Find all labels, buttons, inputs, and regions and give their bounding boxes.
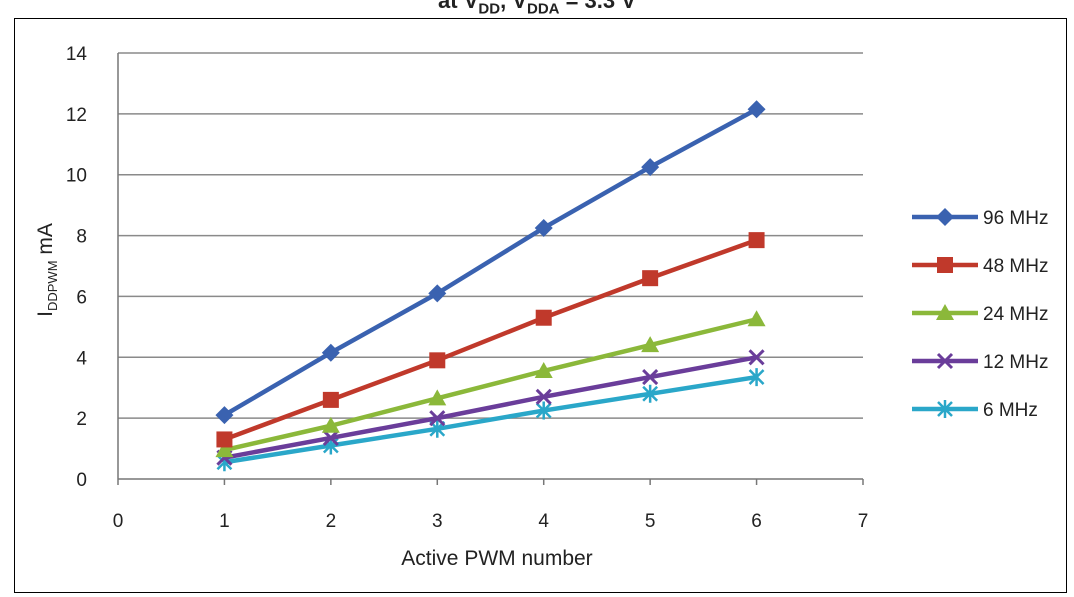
legend-item-48-mhz: 48 MHz: [912, 256, 1048, 277]
legend-marker-48-mhz: [937, 257, 953, 273]
series-24-mhz: [215, 310, 766, 458]
legend-marker-12-mhz: [936, 352, 954, 370]
data-point-12-mhz: [535, 388, 552, 405]
data-point-96-mhz: [215, 406, 234, 425]
legend: 96 MHz 48 MHz 24 MHz 12 MHz 6 MHz: [912, 208, 1048, 421]
data-point-48-mhz: [216, 431, 233, 448]
series-96-mhz: [215, 100, 766, 425]
x-tick-label: 1: [219, 511, 230, 532]
data-point-96-mhz: [428, 284, 447, 303]
data-point-24-mhz: [428, 389, 447, 406]
data-point-24-mhz: [321, 416, 340, 433]
legend-item-24-mhz: 24 MHz: [912, 304, 1048, 325]
data-point-48-mhz: [748, 232, 765, 249]
y-tick-label: 10: [66, 166, 87, 187]
data-point-48-mhz: [322, 391, 339, 408]
data-point-12-mhz: [322, 429, 339, 446]
legend-item-6-mhz: 6 MHz: [912, 400, 1038, 421]
series-12-mhz: [216, 349, 765, 466]
y-tick-label: 2: [76, 409, 87, 430]
grid-lines: [117, 52, 864, 485]
data-point-96-mhz: [321, 343, 340, 362]
data-point-6-mhz: [535, 401, 552, 420]
data-point-6-mhz: [642, 384, 659, 403]
x-tick-label: 4: [538, 511, 549, 532]
legend-marker-96-mhz: [936, 208, 954, 226]
series-line-24-mhz: [223, 317, 758, 453]
data-point-24-mhz: [215, 441, 234, 458]
y-axis-ticks: 0 2 4 6 8 10 12 14: [66, 44, 88, 491]
x-tick-label: 3: [432, 511, 443, 532]
data-point-96-mhz: [641, 158, 660, 177]
chart-title: at VDD, VDDA = 3.3 V: [438, 0, 636, 18]
y-tick-label: 0: [76, 470, 87, 491]
series-line-6-mhz: [224, 374, 757, 465]
data-point-48-mhz: [642, 270, 659, 287]
y-axis-label: IDDPWM mA: [34, 223, 60, 317]
data-point-24-mhz: [534, 361, 553, 378]
legend-label-24-mhz: 24 MHz: [983, 304, 1048, 325]
legend-label-12-mhz: 12 MHz: [983, 352, 1048, 373]
y-tick-label: 14: [66, 44, 88, 65]
data-point-24-mhz: [641, 336, 660, 353]
legend-marker-6-mhz: [937, 400, 953, 418]
data-point-6-mhz: [748, 368, 765, 387]
data-point-96-mhz: [747, 100, 766, 119]
y-tick-label: 4: [76, 348, 87, 369]
y-tick-label: 12: [66, 105, 87, 126]
data-point-48-mhz: [429, 352, 446, 369]
data-point-12-mhz: [642, 369, 659, 386]
legend-label-96-mhz: 96 MHz: [983, 208, 1048, 229]
data-point-48-mhz: [535, 309, 552, 326]
series-48-mhz: [216, 232, 765, 448]
x-tick-label: 5: [645, 511, 656, 532]
x-tick-label: 0: [113, 511, 124, 532]
series-line-96-mhz: [223, 107, 758, 418]
series-line-48-mhz: [223, 238, 758, 442]
data-point-24-mhz: [747, 310, 766, 327]
data-point-96-mhz: [534, 218, 553, 237]
data-point-12-mhz: [429, 410, 446, 427]
legend-item-12-mhz: 12 MHz: [912, 352, 1048, 373]
x-tick-label: 2: [326, 511, 337, 532]
legend-label-48-mhz: 48 MHz: [983, 256, 1048, 277]
x-tick-label: 6: [751, 511, 762, 532]
y-tick-label: 6: [76, 287, 87, 308]
legend-marker-24-mhz: [936, 304, 954, 320]
series-group: [215, 100, 766, 472]
legend-item-96-mhz: 96 MHz: [912, 208, 1048, 229]
legend-label-6-mhz: 6 MHz: [983, 400, 1038, 421]
x-axis-label: Active PWM number: [401, 547, 592, 570]
series-6-mhz: [216, 368, 765, 472]
x-tick-label: 7: [858, 511, 869, 532]
data-point-12-mhz: [748, 349, 765, 366]
series-line-12-mhz: [224, 355, 757, 460]
x-axis-ticks: 0 1 2 3 4 5 6 7: [113, 511, 869, 532]
y-tick-label: 8: [76, 227, 87, 248]
